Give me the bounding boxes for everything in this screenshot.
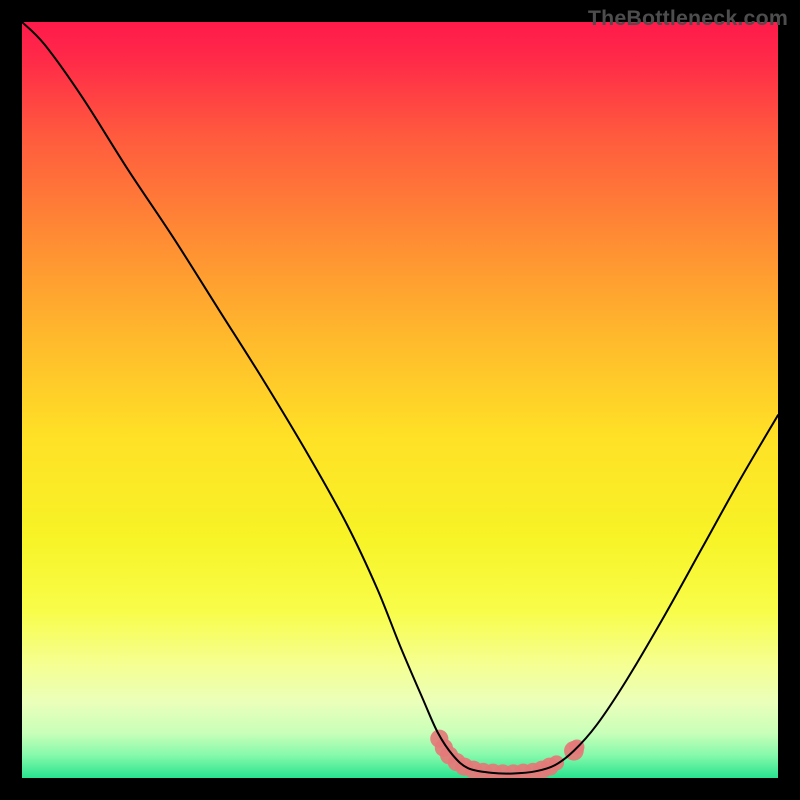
bottleneck-chart-svg xyxy=(0,0,800,800)
source-watermark: TheBottleneck.com xyxy=(588,6,788,31)
band-marker xyxy=(549,755,564,770)
plot-area xyxy=(22,22,778,783)
gradient-background xyxy=(22,22,778,778)
chart-frame: TheBottleneck.com xyxy=(0,0,800,800)
